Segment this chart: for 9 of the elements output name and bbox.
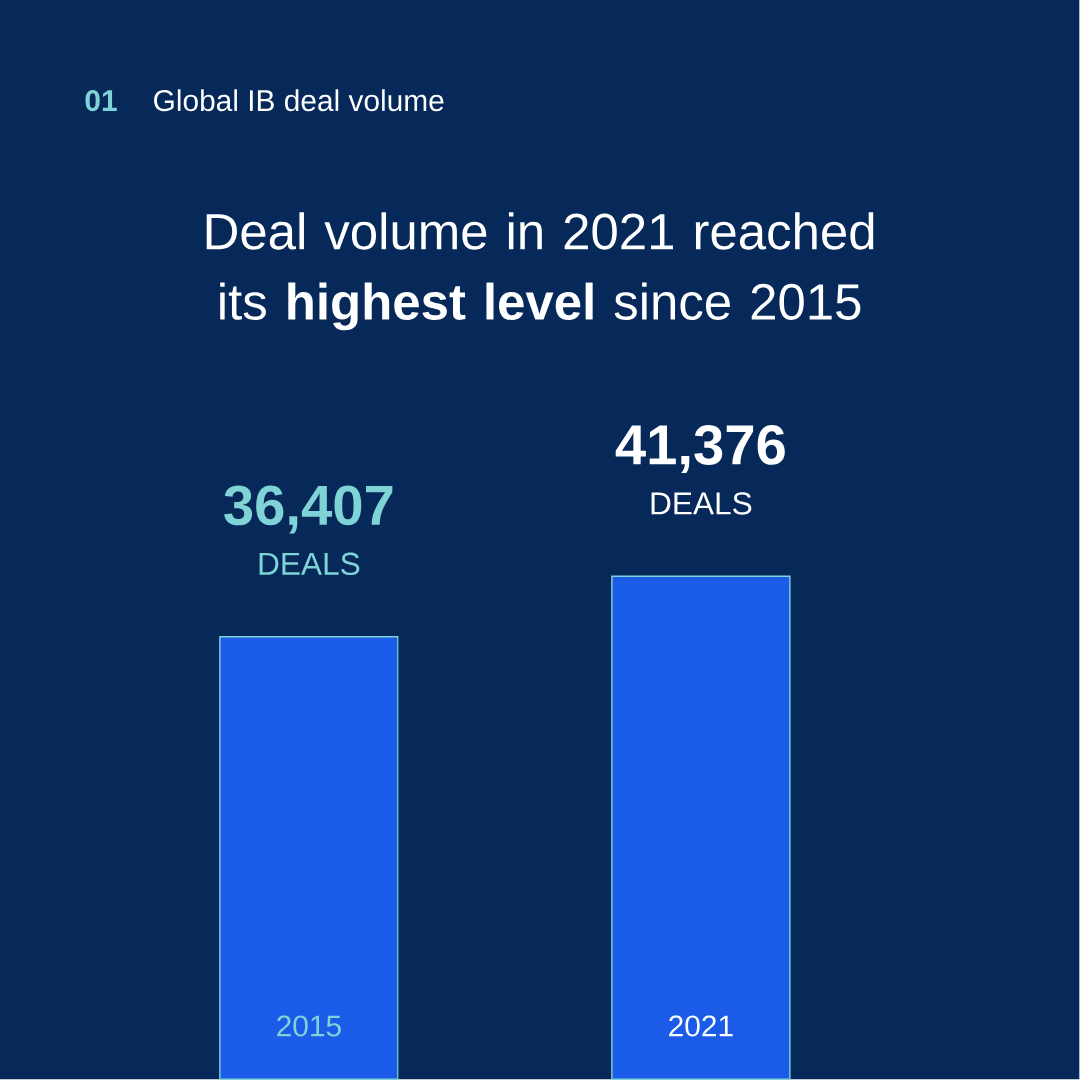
annotation: DEALS <box>259 552 360 576</box>
chart-subtitle: Global IB deal volume <box>154 89 444 112</box>
chart-title: Deal volume in 2021 reached its highest level since 2015 <box>206 212 874 331</box>
text: 01 <box>85 90 117 112</box>
x-tick-label: 2015 <box>277 1015 341 1037</box>
annotation: DEALS <box>651 492 752 515</box>
x-tick-label: 2021 <box>669 1015 733 1037</box>
data-label: 41,376 <box>615 425 785 474</box>
data-label: 36,407 <box>224 485 393 534</box>
